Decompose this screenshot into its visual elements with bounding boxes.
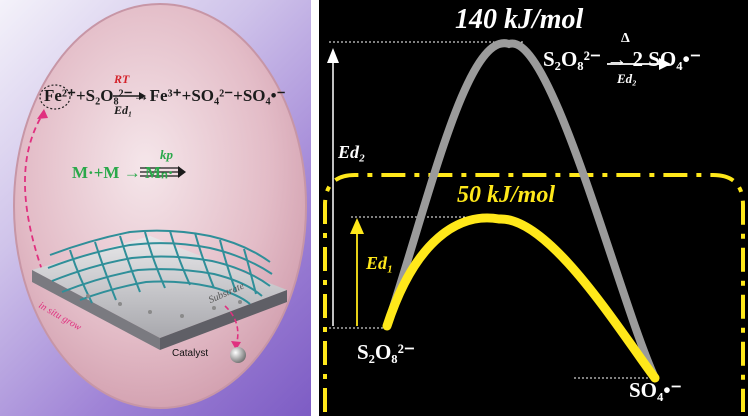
substrate-side-left xyxy=(32,270,160,350)
catalyst-sphere xyxy=(230,347,246,363)
polymerization-equation: M·+M → Mₙ· kp xyxy=(72,147,174,183)
grow-arrow-head xyxy=(37,109,48,119)
level-lines xyxy=(329,41,659,379)
ed1-label: Ed₁ xyxy=(114,103,133,117)
catalyzed-curve xyxy=(382,213,660,383)
polymer-network xyxy=(47,229,273,305)
ed2-arrow-head xyxy=(327,48,339,63)
catalyst-dots xyxy=(86,294,242,318)
polymerization-equation-text: M·+M → Mₙ· xyxy=(72,163,174,182)
left-panel: Fe²⁺+S₂O₈²⁻→Fe³⁺+SO₄²⁻+SO₄•⁻ RT Ed₁ M·+M… xyxy=(0,0,311,416)
fe-ion-highlight xyxy=(39,84,71,110)
delta-label: Δ xyxy=(621,31,630,46)
left-panel-graphics xyxy=(13,3,307,409)
ed1-level-label: Ed₁ xyxy=(366,253,394,273)
catalyst-arrow-head xyxy=(231,341,241,350)
equation-arrow-head xyxy=(659,58,671,70)
fenton-equation-text: Fe²⁺+S₂O₈²⁻→Fe³⁺+SO₄²⁻+SO₄•⁻ xyxy=(44,86,286,105)
kp-label: kp xyxy=(160,147,173,162)
energy-diagram xyxy=(323,39,745,412)
catalyst-label: Catalyst xyxy=(172,348,209,359)
eq2-arrows xyxy=(140,167,180,177)
reactant-label: S₂O₈²⁻ xyxy=(357,340,415,364)
fenton-equation: Fe²⁺+S₂O₈²⁻→Fe³⁺+SO₄²⁻+SO₄•⁻ RT Ed₁ xyxy=(44,72,286,117)
ed2-label: Ed₂ xyxy=(338,142,366,162)
eq1-arrow-head xyxy=(139,92,146,100)
catalyzed-energy-label: 50 kJ/mol xyxy=(457,182,556,208)
uncatalyzed-energy-label: 140 kJ/mol xyxy=(455,4,584,35)
right-panel xyxy=(319,0,748,416)
grow-path-arrow xyxy=(24,111,45,271)
ed2-condition-label: Ed₂ xyxy=(617,71,637,86)
eq2-arrow-head xyxy=(178,166,186,178)
rt-label: RT xyxy=(114,72,130,86)
product-label: SO₄•⁻ xyxy=(629,378,682,402)
decomposition-equation: S₂O₈²⁻ → 2 SO₄•⁻ Δ Ed₂ xyxy=(543,31,701,86)
substrate-top xyxy=(32,236,287,338)
catalyzed-region-box xyxy=(323,173,745,412)
uncatalyzed-curve xyxy=(383,39,659,382)
decomposition-equation-text: S₂O₈²⁻ → 2 SO₄•⁻ xyxy=(543,47,701,71)
substrate-side-right xyxy=(160,290,287,350)
ed1-arrow-head xyxy=(350,218,364,234)
